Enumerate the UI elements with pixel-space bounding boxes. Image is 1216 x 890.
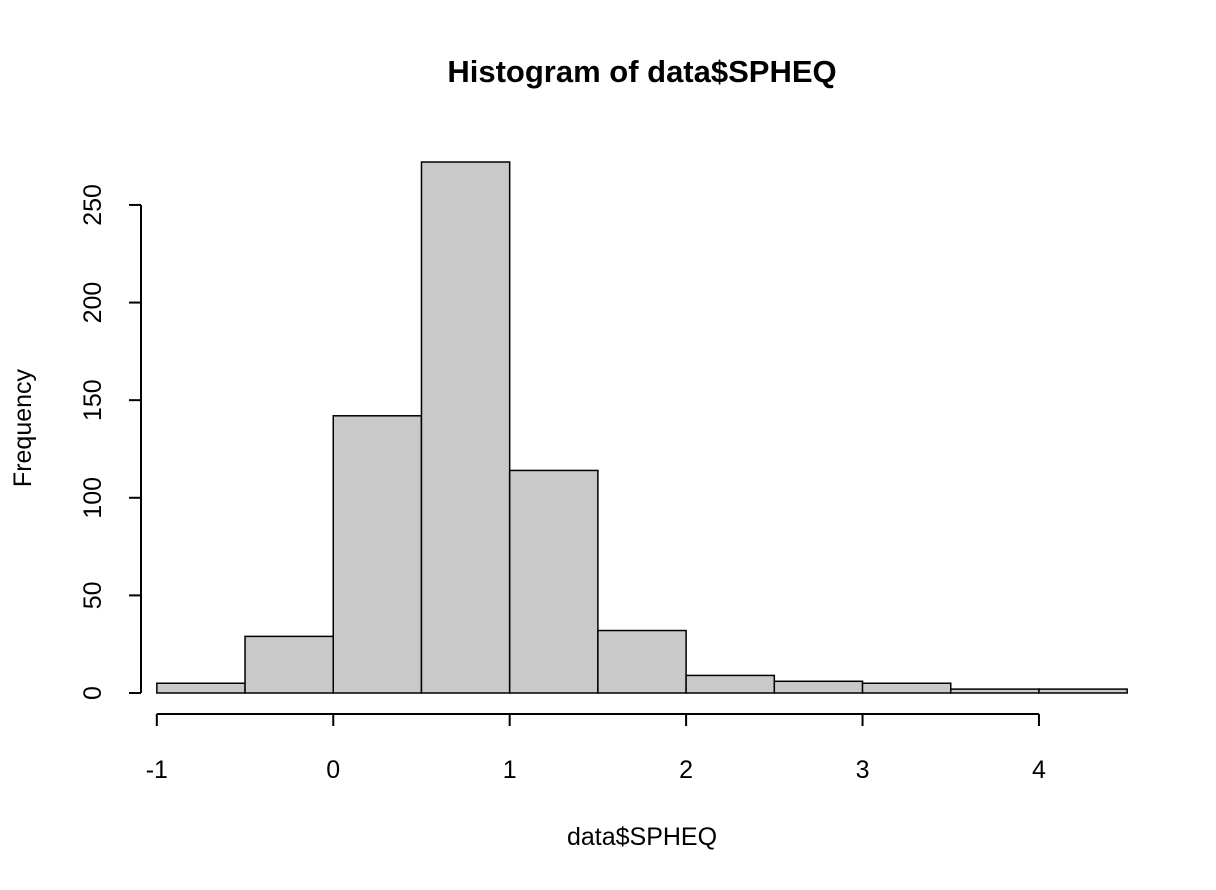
histogram-bar xyxy=(508,469,599,694)
y-tick-label: 0 xyxy=(79,686,107,700)
y-tick-label: 250 xyxy=(79,184,107,226)
histogram-bar xyxy=(420,161,511,694)
histogram-bar xyxy=(597,629,687,694)
x-tick-label: 0 xyxy=(326,756,340,784)
y-axis: 0 50 100 150 200 250 xyxy=(79,184,142,700)
x-tick-label: 4 xyxy=(1032,756,1046,784)
x-axis-label: data$SPHEQ xyxy=(567,823,717,851)
chart-title: Histogram of data$SPHEQ xyxy=(447,54,836,89)
y-tick-label: 200 xyxy=(79,282,107,324)
histogram-bar xyxy=(950,688,1040,694)
x-tick-label: 3 xyxy=(856,756,870,784)
bars-group xyxy=(156,161,1128,694)
x-tick-label: 2 xyxy=(679,756,693,784)
y-tick-label: 50 xyxy=(79,581,107,609)
y-axis-label: Frequency xyxy=(9,368,37,487)
histogram-bar xyxy=(861,682,952,694)
y-tick-label: 100 xyxy=(79,477,107,519)
x-axis: -1 0 1 2 3 4 xyxy=(146,713,1046,784)
histogram-bar xyxy=(156,682,246,694)
histogram-bar xyxy=(244,635,335,694)
histogram-bar xyxy=(332,415,423,694)
histogram-bar xyxy=(773,680,864,694)
y-tick-label: 150 xyxy=(79,379,107,421)
histogram-bar xyxy=(685,674,776,694)
histogram-bar xyxy=(1038,688,1128,694)
x-tick-label: 1 xyxy=(503,756,517,784)
x-tick-label: -1 xyxy=(146,756,168,784)
